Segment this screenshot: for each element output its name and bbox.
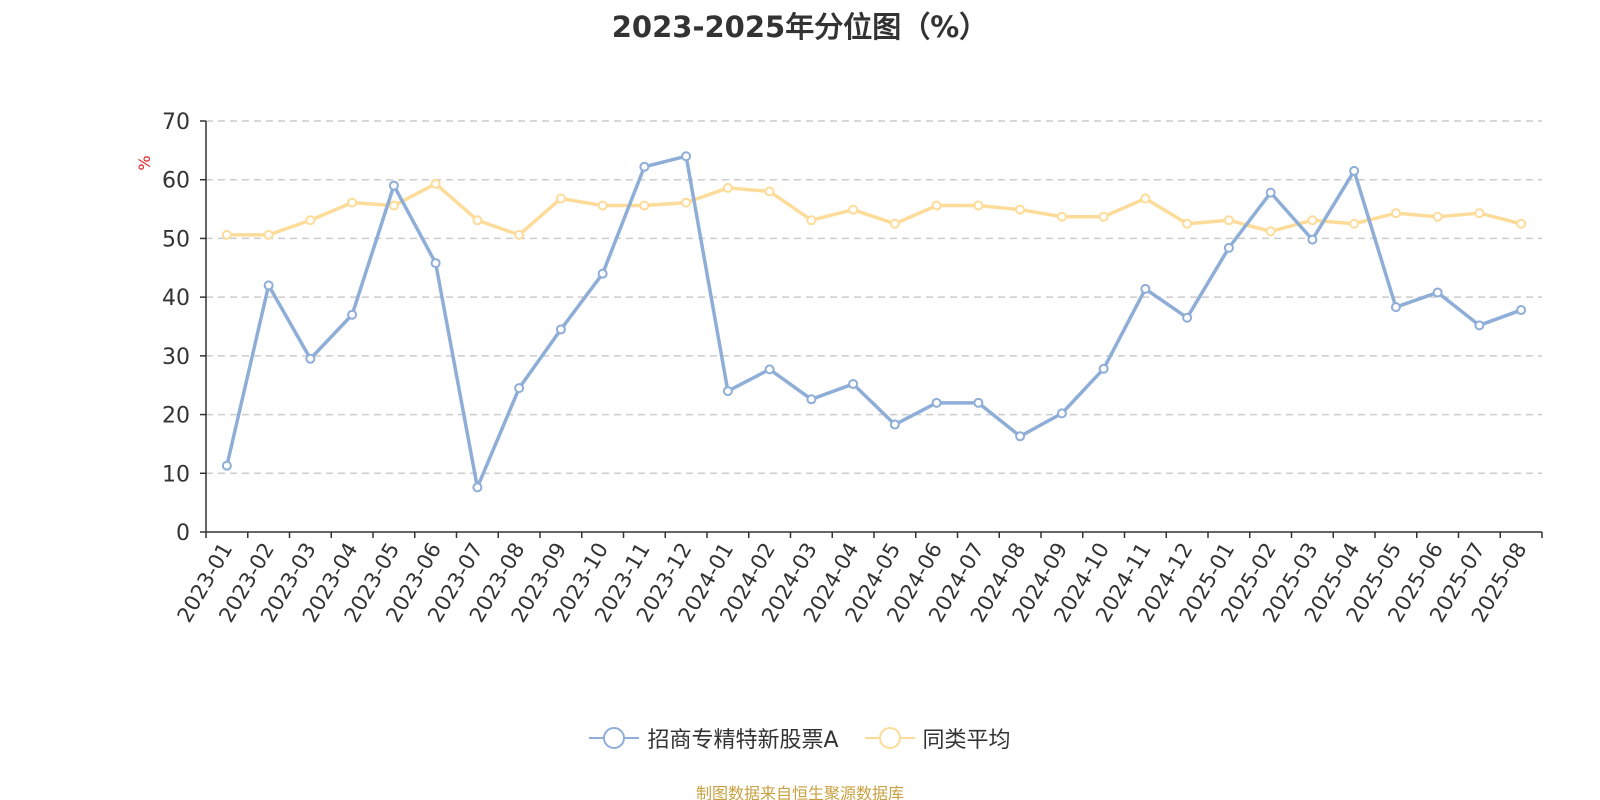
series2-point-2024-06 bbox=[931, 200, 942, 211]
series1-point-2024-06 bbox=[931, 397, 942, 408]
series2-point-2025-02 bbox=[1265, 226, 1276, 237]
series2-point-2025-04 bbox=[1349, 218, 1360, 229]
series2-point-2023-05 bbox=[388, 200, 399, 211]
legend-item-series1[interactable]: 招商专精特新股票A bbox=[589, 722, 839, 754]
series1-point-2024-08 bbox=[1015, 431, 1026, 442]
series2-point-2024-11 bbox=[1140, 193, 1151, 204]
series2-point-2023-10 bbox=[597, 200, 608, 211]
series1-point-2025-03 bbox=[1307, 234, 1318, 245]
series2-point-2023-03 bbox=[305, 215, 316, 226]
series1-point-2023-12 bbox=[681, 151, 692, 162]
series2-point-2024-02 bbox=[764, 186, 775, 197]
series1-point-2023-05 bbox=[388, 180, 399, 191]
series2-point-2025-01 bbox=[1223, 215, 1234, 226]
series1-point-2023-02 bbox=[263, 280, 274, 291]
series1-point-2023-08 bbox=[514, 383, 525, 394]
y-tick-label-0: 0 bbox=[176, 521, 190, 546]
series1-point-2025-08 bbox=[1516, 305, 1527, 316]
series2-point-2023-01 bbox=[221, 229, 232, 240]
series2-point-2024-07 bbox=[973, 200, 984, 211]
legend-label-series1: 招商专精特新股票A bbox=[647, 728, 839, 753]
series2-point-2024-04 bbox=[848, 204, 859, 215]
series1-point-2023-01 bbox=[221, 460, 232, 471]
y-tick-label-30: 30 bbox=[162, 345, 190, 370]
y-tick-label-60: 60 bbox=[162, 169, 190, 194]
series1-point-2024-11 bbox=[1140, 283, 1151, 294]
series1-point-2024-12 bbox=[1182, 312, 1193, 323]
series2-point-2023-11 bbox=[639, 200, 650, 211]
chart-title: 2023-2025年分位图（%） bbox=[611, 10, 989, 44]
series1-point-2023-07 bbox=[472, 482, 483, 493]
series-line-2 bbox=[226, 182, 1522, 237]
legend-label-series2: 同类平均 bbox=[922, 728, 1011, 753]
series1-point-2025-05 bbox=[1390, 302, 1401, 313]
series1-point-2025-02 bbox=[1265, 187, 1276, 198]
y-tick-label-20: 20 bbox=[162, 404, 190, 429]
series1-point-2025-01 bbox=[1223, 242, 1234, 253]
series1-point-2024-05 bbox=[889, 419, 900, 430]
series-line-1 bbox=[225, 154, 1522, 490]
series1-point-2023-11 bbox=[639, 161, 650, 172]
series2-point-2024-12 bbox=[1182, 218, 1193, 229]
legend-item-series2[interactable]: 同类平均 bbox=[864, 722, 1011, 754]
series1-point-2024-01 bbox=[722, 386, 733, 397]
series2-point-2025-03 bbox=[1307, 215, 1318, 226]
series2-point-2024-03 bbox=[806, 215, 817, 226]
series1-point-2024-10 bbox=[1098, 363, 1109, 374]
series2-point-2025-06 bbox=[1432, 211, 1443, 222]
series1-point-2025-06 bbox=[1432, 287, 1443, 298]
series2-point-2024-01 bbox=[722, 182, 733, 193]
series2-point-2023-08 bbox=[514, 229, 525, 240]
series1-point-2023-09 bbox=[555, 324, 566, 335]
series1-point-2024-07 bbox=[973, 397, 984, 408]
series1-point-2024-02 bbox=[764, 364, 775, 375]
series1-point-2023-03 bbox=[305, 353, 316, 364]
series1-point-2024-09 bbox=[1056, 408, 1067, 419]
y-tick-label-50: 50 bbox=[162, 227, 190, 252]
series2-point-2023-12 bbox=[681, 197, 692, 208]
series2-point-2023-06 bbox=[430, 178, 441, 189]
series2-point-2025-08 bbox=[1516, 218, 1527, 229]
series2-point-2024-10 bbox=[1098, 211, 1109, 222]
series2-point-2023-09 bbox=[555, 193, 566, 204]
series1-point-2023-06 bbox=[430, 258, 441, 269]
series2-point-2023-07 bbox=[472, 215, 483, 226]
legend-symbol-series1 bbox=[589, 726, 640, 750]
series2-point-2024-09 bbox=[1056, 211, 1067, 222]
series1-point-2023-04 bbox=[347, 309, 358, 320]
legend-symbol-series2 bbox=[864, 726, 915, 750]
y-tick-label-70: 70 bbox=[162, 110, 190, 135]
series1-point-2024-04 bbox=[848, 379, 859, 390]
series2-point-2025-07 bbox=[1474, 208, 1485, 219]
series2-point-2024-08 bbox=[1015, 204, 1026, 215]
series1-point-2024-03 bbox=[806, 394, 817, 405]
y-axis-label: % bbox=[135, 155, 154, 170]
series2-point-2023-02 bbox=[263, 229, 274, 240]
series2-point-2025-05 bbox=[1390, 208, 1401, 219]
series2-point-2024-05 bbox=[889, 218, 900, 229]
legend: 招商专精特新股票A 同类平均 bbox=[0, 722, 1600, 754]
source-text: 制图数据来自恒生聚源数据库 bbox=[695, 784, 904, 800]
series1-point-2025-04 bbox=[1349, 165, 1360, 176]
y-tick-label-40: 40 bbox=[162, 286, 190, 311]
series2-point-2023-04 bbox=[347, 197, 358, 208]
series1-point-2023-10 bbox=[597, 268, 608, 279]
y-tick-label-10: 10 bbox=[162, 462, 190, 487]
series1-point-2025-07 bbox=[1474, 320, 1485, 331]
